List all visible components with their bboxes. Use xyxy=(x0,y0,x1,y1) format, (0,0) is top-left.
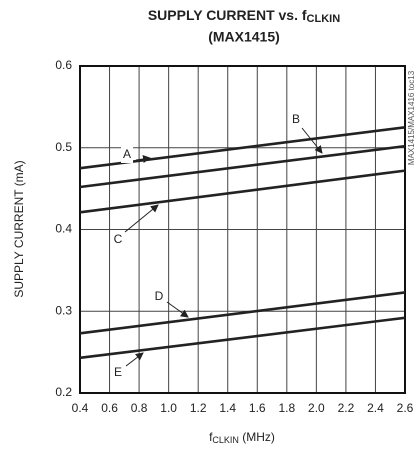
annotation-label: A xyxy=(123,147,131,161)
x-tick-label: 0.6 xyxy=(101,401,118,415)
data-line xyxy=(79,316,406,360)
x-tick-label: 0.8 xyxy=(131,401,148,415)
annotation-bg xyxy=(112,365,124,381)
data-line xyxy=(79,144,406,189)
annotation-bg xyxy=(153,289,165,305)
annotation-label: B xyxy=(292,112,300,126)
y-tick-label: 0.6 xyxy=(55,58,72,72)
x-tick-label: 1.4 xyxy=(219,401,236,415)
x-axis-label: fCLKIN (MHz) xyxy=(209,430,275,445)
annotation-arrow xyxy=(135,155,151,163)
annotation-arrow xyxy=(166,301,189,318)
y-tick-label: 0.3 xyxy=(55,303,72,317)
x-tick-label: 1.2 xyxy=(190,401,207,415)
chart-title: SUPPLY CURRENT vs. fCLKIN xyxy=(148,7,340,25)
x-tick-label: 1.6 xyxy=(249,401,266,415)
annotation-arrow xyxy=(124,204,159,233)
data-line xyxy=(79,169,406,214)
annotation-label: C xyxy=(114,232,123,246)
x-tick-label: 2.0 xyxy=(308,401,325,415)
annotation-arrow xyxy=(301,127,323,154)
x-tick-label: 2.4 xyxy=(367,401,384,415)
x-tick-label: 2.2 xyxy=(338,401,355,415)
y-tick-label: 0.4 xyxy=(55,222,72,236)
x-tick-label: 1.0 xyxy=(160,401,177,415)
annotation-bg xyxy=(112,232,124,248)
y-axis-label: SUPPLY CURRENT (mA) xyxy=(12,160,26,297)
y-tick-label: 0.5 xyxy=(55,140,72,154)
annotation-label: D xyxy=(155,289,164,303)
annotation-bg xyxy=(290,112,302,128)
x-tick-label: 2.6 xyxy=(397,401,414,415)
annotation-arrow xyxy=(125,352,144,367)
side-note: MAX1415/MAX1416 toc13 xyxy=(407,70,416,165)
x-tick-label: 1.8 xyxy=(278,401,295,415)
annotation-bg xyxy=(121,147,133,163)
annotation-label: E xyxy=(114,365,122,379)
plot-frame xyxy=(79,65,406,394)
x-tick-label: 0.4 xyxy=(72,401,89,415)
data-line xyxy=(79,291,406,335)
data-line xyxy=(79,126,406,170)
chart-subtitle: (MAX1415) xyxy=(208,29,280,45)
y-tick-label: 0.2 xyxy=(55,385,72,399)
